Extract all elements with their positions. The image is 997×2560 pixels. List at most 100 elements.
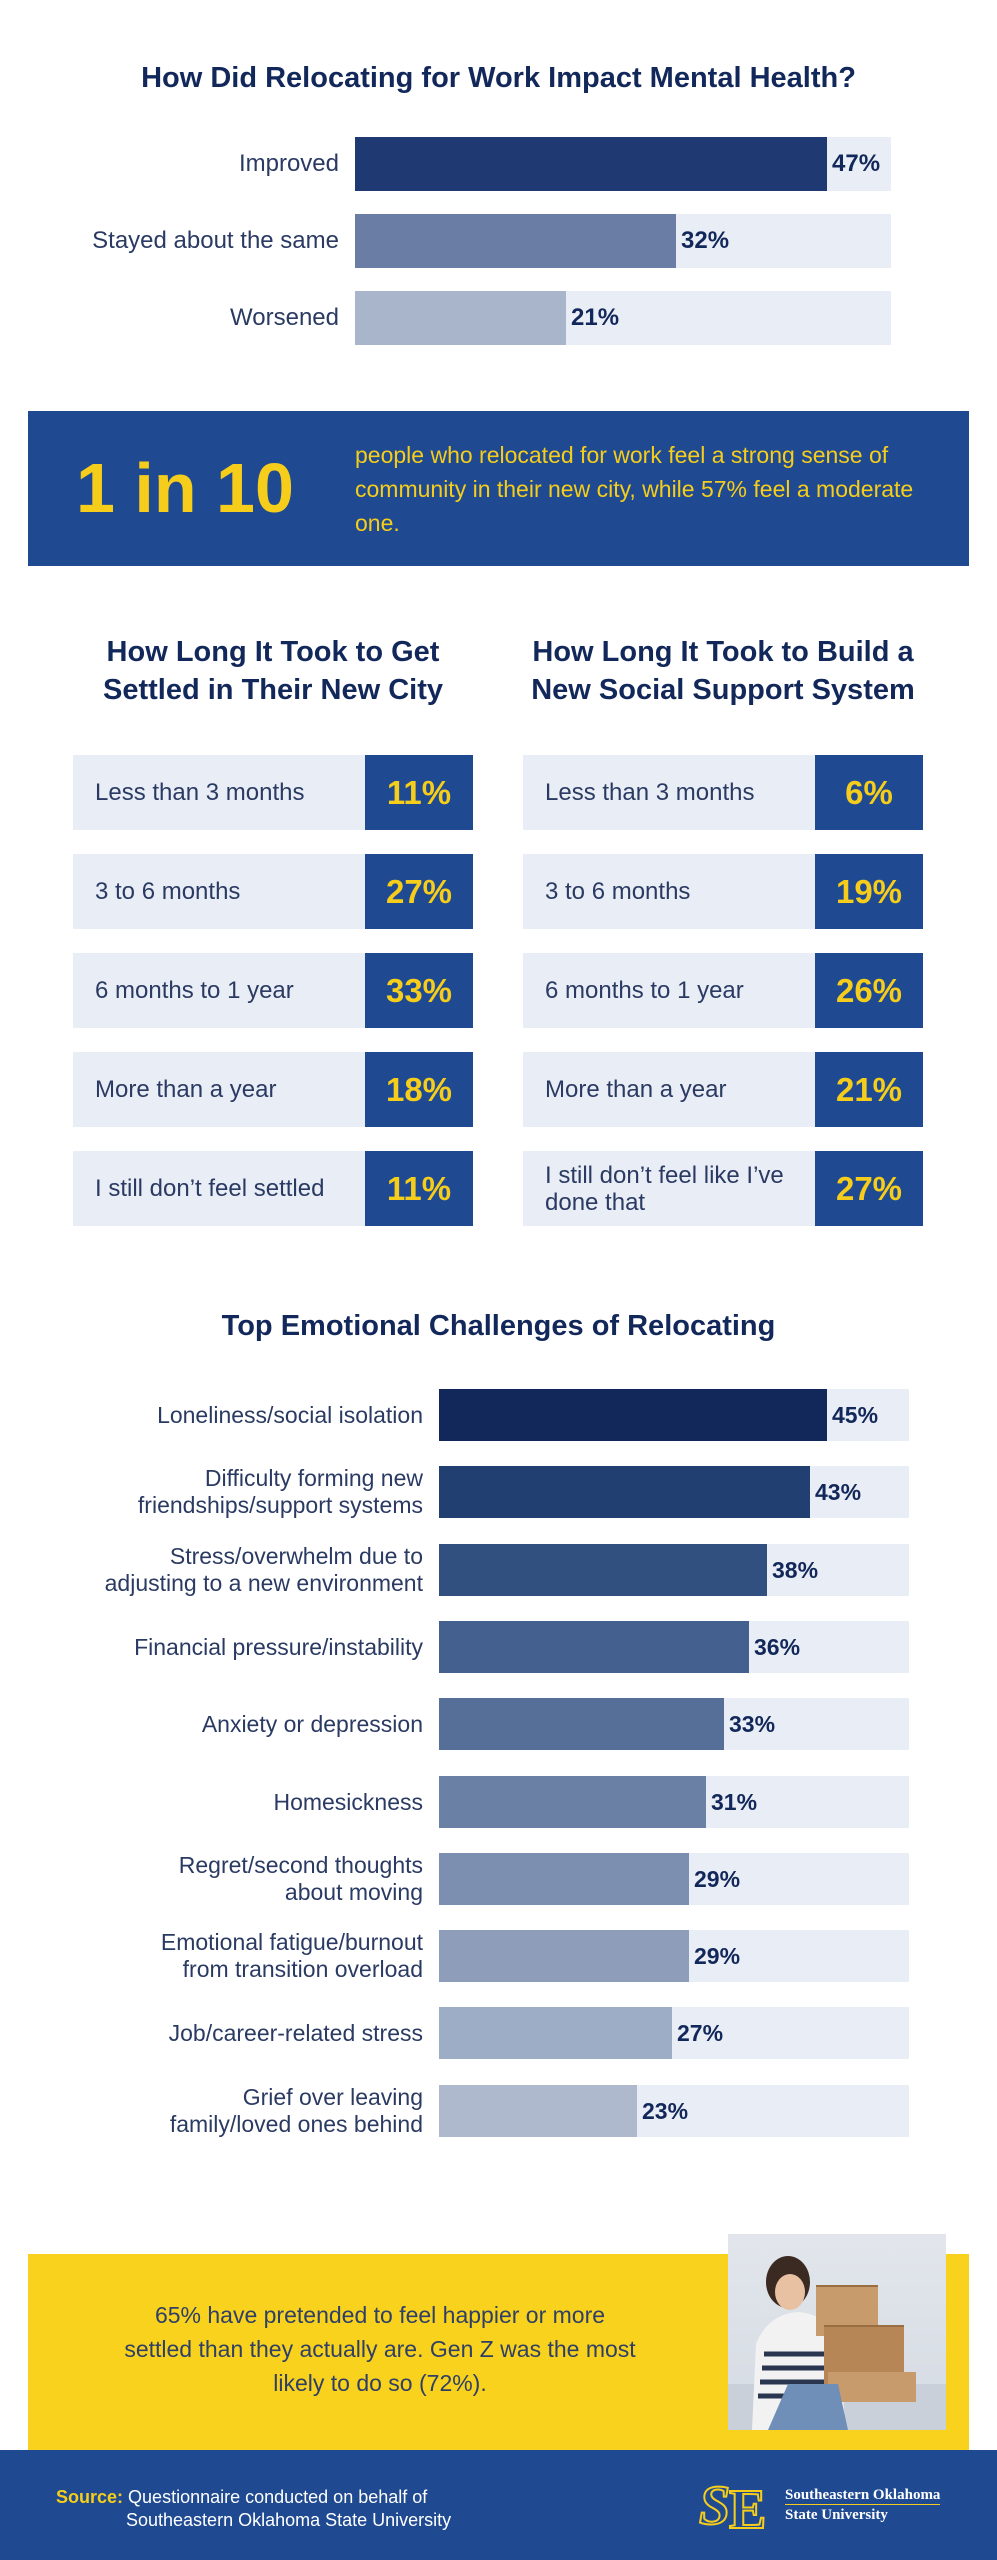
challenge-label: Job/career-related stress [169,2007,423,2059]
settled-value: 27% [365,854,473,929]
settled-row: 3 to 6 months 27% [73,854,473,929]
mh-bar-row: Improved 47% [0,137,997,191]
challenge-value: 29% [694,1866,741,1892]
settled-row: More than a year 18% [73,1052,473,1127]
challenges-title: Top Emotional Challenges of Relocating [221,1310,776,1342]
challenge-label-line: friendships/support systems [137,1492,423,1518]
mh-bar-row: Worsened 21% [0,291,997,345]
challenge-row: Job/career-related stress 27% [0,2007,997,2059]
source-line2: Southeastern Oklahoma State University [126,2510,452,2530]
challenge-row: Homesickness 31% [0,1776,997,1828]
challenge-bar-track [439,1698,909,1750]
stat-banner: 1 in 10 people who relocated for work fe… [28,411,969,566]
challenge-value: 38% [772,1557,819,1583]
settled-title-line1: How Long It Took to Get [106,636,440,668]
challenge-bar [439,1389,827,1441]
challenge-value: 45% [832,1402,879,1428]
challenge-label-line: Job/career-related stress [168,2019,423,2046]
challenge-bar-track [439,1853,909,1905]
challenge-row: Loneliness/social isolation 45% [0,1389,997,1441]
source-line1: Questionnaire conducted on behalf of [128,2487,428,2507]
support-value: 26% [815,953,923,1028]
svg-text:E: E [729,2479,766,2540]
challenge-value: 23% [642,2098,689,2124]
support-row: 6 months to 1 year 26% [523,953,923,1028]
footer: Source: Questionnaire conducted on behal… [0,2450,997,2560]
support-value: 27% [815,1151,923,1226]
stat-big-number: 1 in 10 [76,449,294,527]
challenge-label: Regret/second thoughts about moving [178,1852,423,1905]
settled-label: 6 months to 1 year [73,953,365,1028]
challenge-label: Stress/overwhelm due to adjusting to a ne… [104,1543,423,1596]
challenge-label: Anxiety or depression [202,1698,423,1750]
challenge-label-line: Financial pressure/instability [134,1633,423,1660]
settled-label: 3 to 6 months [73,854,365,929]
challenge-bar [439,2085,637,2137]
mh-bar-label: Stayed about the same [92,227,339,254]
challenge-bar [439,2007,672,2059]
challenge-label-line: adjusting to a new environment [104,1570,423,1596]
mh-bar-value: 47% [832,150,881,177]
challenge-bar-track [439,1389,909,1441]
challenge-row: Anxiety or depression 33% [0,1698,997,1750]
logo-line2: State University [785,2504,941,2524]
challenge-bar-track [439,2085,909,2137]
source-key: Source: [56,2487,124,2507]
se-monogram-icon: S E [698,2474,767,2542]
mh-bar-label: Worsened [230,304,339,331]
challenge-value: 36% [754,1634,801,1660]
challenge-bar-track [439,1466,909,1518]
challenge-bar [439,1853,689,1905]
challenge-value: 43% [815,1479,862,1505]
support-title: How Long It Took to Build a New Social S… [513,633,933,709]
source-note: Source: Questionnaire conducted on behal… [56,2486,451,2532]
support-label: More than a year [523,1052,815,1127]
mh-bar-value: 32% [681,227,730,254]
challenge-bar [439,1776,706,1828]
challenge-row: Difficulty forming new friendships/suppor… [0,1465,997,1518]
challenge-label: Emotional fatigue/burnout from transition… [161,1929,423,1982]
mental-health-title: How Did Relocating for Work Impact Menta… [141,62,856,94]
settled-row: I still don’t feel settled 11% [73,1151,473,1226]
mh-bar [355,291,566,345]
support-row: More than a year 21% [523,1052,923,1127]
challenge-bar [439,1466,810,1518]
settled-title: How Long It Took to Get Settled in Their… [63,633,483,709]
challenge-label-line: Stress/overwhelm due to [169,1543,423,1569]
settled-label: I still don’t feel settled [73,1151,365,1226]
svg-text:S: S [699,2475,730,2537]
support-title-line1: How Long It Took to Build a [532,636,914,668]
challenge-bar-track [439,1776,909,1828]
challenge-row: Stress/overwhelm due to adjusting to a ne… [0,1543,997,1596]
challenge-bar [439,1621,749,1673]
settled-row: 6 months to 1 year 33% [73,953,473,1028]
university-logo: S E Southeastern Oklahoma State Universi… [695,2470,955,2542]
challenge-value: 29% [694,1943,741,1969]
challenge-bar-track [439,1930,909,1982]
challenge-bar-track [439,2007,909,2059]
settled-value: 11% [365,1151,473,1226]
support-row: I still don’t feel like I’ve done that 27… [523,1151,923,1226]
challenge-row: Grief over leaving family/loved ones behi… [0,2084,997,2137]
challenge-label-line: from transition overload [182,1956,423,1982]
settled-row: Less than 3 months 11% [73,755,473,830]
challenge-label: Loneliness/social isolation [157,1389,423,1441]
settled-label: More than a year [73,1052,365,1127]
support-value: 19% [815,854,923,929]
challenge-label: Grief over leaving family/loved ones behi… [170,2084,423,2137]
support-label: Less than 3 months [523,755,815,830]
mh-bar-label: Improved [238,150,339,177]
challenge-value: 27% [677,2020,724,2046]
support-title-line2: New Social Support System [531,674,915,706]
photo-illustration [728,2256,946,2430]
challenge-row: Emotional fatigue/burnout from transition… [0,1929,997,1982]
challenge-label-line: Regret/second thoughts [178,1852,423,1878]
mh-bar-value: 21% [571,304,620,331]
university-name: Southeastern Oklahoma State University [785,2486,941,2524]
challenge-value: 31% [711,1789,758,1815]
challenge-row: Financial pressure/instability 36% [0,1621,997,1673]
challenge-row: Regret/second thoughts about moving 29% [0,1852,997,1905]
settled-value: 11% [365,755,473,830]
support-label: I still don’t feel like I’ve done that [523,1151,815,1226]
mh-bar-row: Stayed about the same 32% [0,214,997,268]
